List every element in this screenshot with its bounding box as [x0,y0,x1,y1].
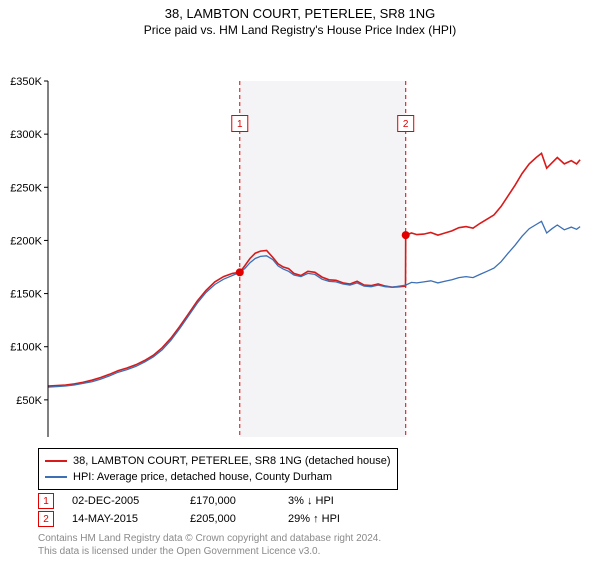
legend-box: 38, LAMBTON COURT, PETERLEE, SR8 1NG (de… [38,448,398,490]
price-chart: £0£50K£100K£150K£200K£250K£300K£350K1995… [0,37,600,437]
transaction-date: 02-DEC-2005 [72,495,172,507]
page-title: 38, LAMBTON COURT, PETERLEE, SR8 1NG [0,6,600,21]
svg-text:£200K: £200K [10,235,42,247]
svg-text:£350K: £350K [10,76,42,88]
svg-text:£250K: £250K [10,182,42,194]
svg-text:£300K: £300K [10,129,42,141]
footnote-line-1: Contains HM Land Registry data © Crown c… [38,532,381,545]
transaction-row: 1 02-DEC-2005 £170,000 3% ↓ HPI [38,492,388,510]
legend-label-property: 38, LAMBTON COURT, PETERLEE, SR8 1NG (de… [73,453,391,469]
page-subtitle: Price paid vs. HM Land Registry's House … [0,23,600,37]
legend-swatch-property [45,460,67,462]
transaction-diff: 3% ↓ HPI [288,495,388,507]
svg-text:£100K: £100K [10,342,42,354]
chart-svg: £0£50K£100K£150K£200K£250K£300K£350K1995… [0,37,600,437]
transaction-row: 2 14-MAY-2015 £205,000 29% ↑ HPI [38,510,388,528]
svg-text:1: 1 [237,119,243,130]
transaction-diff: 29% ↑ HPI [288,513,388,525]
transactions-table: 1 02-DEC-2005 £170,000 3% ↓ HPI 2 14-MAY… [38,492,388,528]
transaction-date: 14-MAY-2015 [72,513,172,525]
svg-text:2: 2 [403,119,409,130]
footnote: Contains HM Land Registry data © Crown c… [38,532,381,558]
legend-label-hpi: HPI: Average price, detached house, Coun… [73,469,332,485]
svg-text:£150K: £150K [10,289,42,301]
legend-item-property: 38, LAMBTON COURT, PETERLEE, SR8 1NG (de… [45,453,391,469]
transaction-badge-2: 2 [38,511,54,527]
transaction-price: £205,000 [190,513,270,525]
transaction-badge-1: 1 [38,493,54,509]
footnote-line-2: This data is licensed under the Open Gov… [38,545,381,558]
legend-item-hpi: HPI: Average price, detached house, Coun… [45,469,391,485]
transaction-price: £170,000 [190,495,270,507]
legend-swatch-hpi [45,476,67,478]
svg-text:£50K: £50K [16,395,42,407]
